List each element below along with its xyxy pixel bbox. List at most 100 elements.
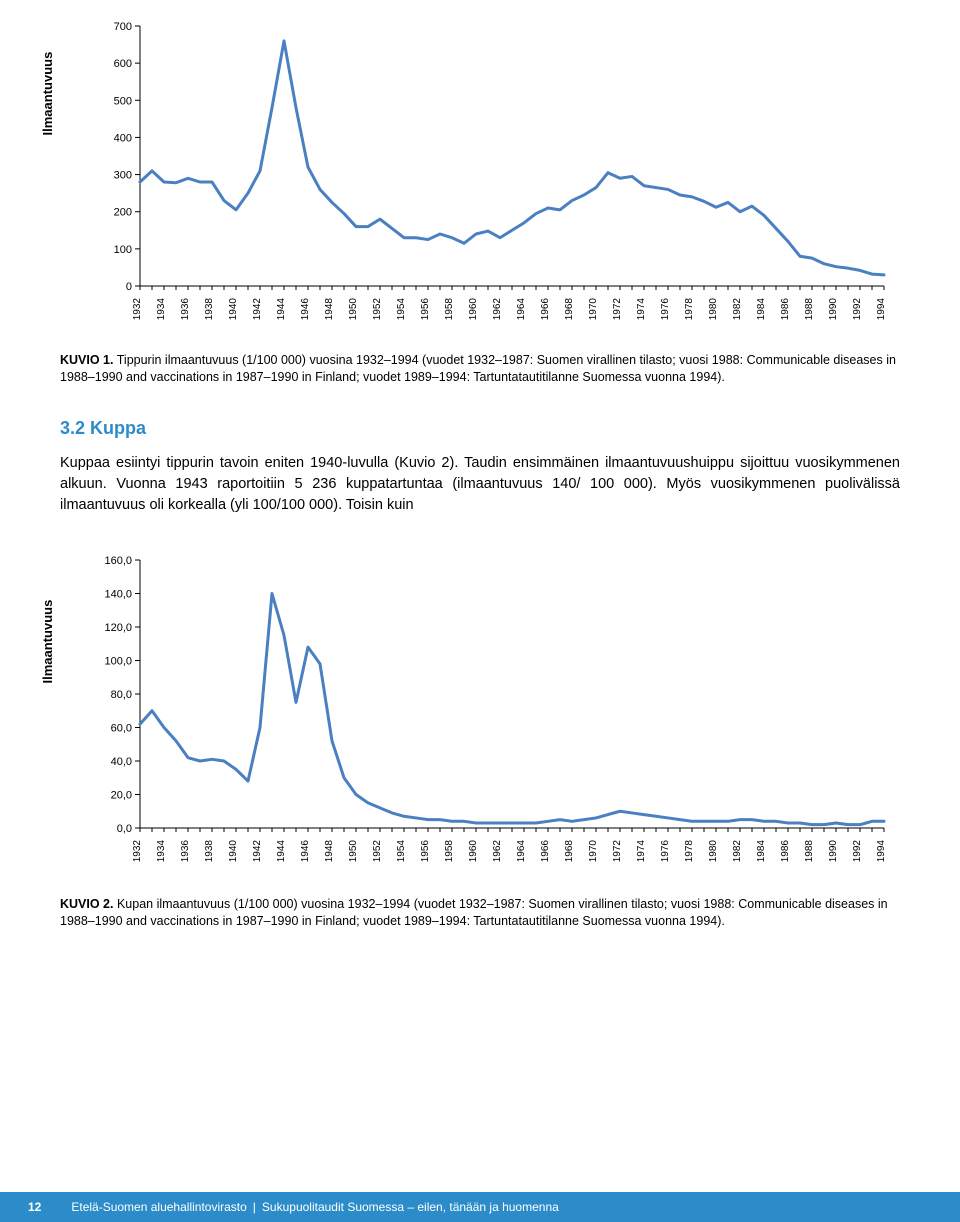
svg-text:400: 400 — [114, 132, 132, 144]
svg-text:1992: 1992 — [852, 298, 863, 321]
svg-text:1972: 1972 — [612, 298, 623, 321]
svg-text:1970: 1970 — [588, 298, 599, 321]
svg-text:1934: 1934 — [156, 839, 167, 862]
caption-2-lead: KUVIO 2. — [60, 897, 114, 911]
svg-text:80,0: 80,0 — [111, 689, 132, 701]
svg-text:1948: 1948 — [324, 839, 335, 862]
svg-text:1966: 1966 — [540, 298, 551, 321]
svg-text:1942: 1942 — [252, 839, 263, 862]
svg-text:1972: 1972 — [612, 839, 623, 862]
chart-2-svg: 0,0 20,0 40,0 60,0 80,0 100,0 120,0 140,0 160,0 1… — [96, 552, 896, 882]
svg-text:1932: 1932 — [132, 298, 143, 321]
svg-text:1976: 1976 — [660, 298, 671, 321]
chart-2-y-label: Ilmaantuvuus — [40, 599, 55, 683]
svg-text:1966: 1966 — [540, 839, 551, 862]
svg-text:1986: 1986 — [780, 298, 791, 321]
svg-text:1936: 1936 — [180, 298, 191, 321]
svg-text:0: 0 — [126, 281, 132, 293]
svg-text:1986: 1986 — [780, 839, 791, 862]
svg-text:1988: 1988 — [804, 839, 815, 862]
svg-text:1946: 1946 — [300, 839, 311, 862]
svg-text:1968: 1968 — [564, 298, 575, 321]
svg-text:1978: 1978 — [684, 839, 695, 862]
svg-text:1940: 1940 — [228, 839, 239, 862]
svg-text:1962: 1962 — [492, 298, 503, 321]
caption-1: KUVIO 1. Tippurin ilmaantuvuus (1/100 00… — [60, 352, 900, 386]
caption-2-text: Kupan ilmaantuvuus (1/100 000) vuosina 1… — [60, 897, 888, 928]
caption-2: KUVIO 2. Kupan ilmaantuvuus (1/100 000) … — [60, 896, 900, 930]
svg-text:1982: 1982 — [732, 298, 743, 321]
svg-text:1970: 1970 — [588, 839, 599, 862]
svg-text:1944: 1944 — [276, 839, 287, 862]
svg-text:600: 600 — [114, 58, 132, 70]
svg-text:40,0: 40,0 — [111, 756, 132, 768]
caption-1-text: Tippurin ilmaantuvuus (1/100 000) vuosin… — [60, 353, 896, 384]
svg-text:1990: 1990 — [828, 298, 839, 321]
chart-1-container: Ilmaantuvuus 010020030040050060070019321… — [96, 0, 900, 338]
svg-text:1990: 1990 — [828, 839, 839, 862]
svg-text:100: 100 — [114, 244, 132, 256]
svg-text:1960: 1960 — [468, 298, 479, 321]
svg-text:1944: 1944 — [276, 298, 287, 321]
footer-page: 12 — [28, 1200, 41, 1214]
svg-text:1974: 1974 — [636, 839, 647, 862]
svg-text:700: 700 — [114, 21, 132, 33]
svg-text:1938: 1938 — [204, 839, 215, 862]
svg-text:1952: 1952 — [372, 839, 383, 862]
svg-text:1976: 1976 — [660, 839, 671, 862]
svg-text:1958: 1958 — [444, 298, 455, 321]
caption-1-lead: KUVIO 1. — [60, 353, 114, 367]
page-footer: 12 Etelä-Suomen aluehallintovirasto | Su… — [0, 1192, 960, 1222]
svg-text:1988: 1988 — [804, 298, 815, 321]
svg-text:1940: 1940 — [228, 298, 239, 321]
section-heading-text: 3.2 Kuppa — [60, 418, 146, 438]
svg-text:1952: 1952 — [372, 298, 383, 321]
svg-text:1942: 1942 — [252, 298, 263, 321]
svg-text:100,0: 100,0 — [104, 655, 132, 667]
svg-text:120,0: 120,0 — [104, 622, 132, 634]
svg-text:1934: 1934 — [156, 298, 167, 321]
svg-text:1938: 1938 — [204, 298, 215, 321]
svg-text:1954: 1954 — [396, 839, 407, 862]
svg-text:0,0: 0,0 — [117, 823, 132, 835]
svg-text:20,0: 20,0 — [111, 789, 132, 801]
svg-text:500: 500 — [114, 95, 132, 107]
svg-text:1932: 1932 — [132, 839, 143, 862]
svg-text:300: 300 — [114, 170, 132, 182]
svg-text:1958: 1958 — [444, 839, 455, 862]
body-paragraph: Kuppaa esiintyi tippurin tavoin eniten 1… — [60, 453, 900, 516]
chart-2-container: Ilmaantuvuus 0,020,040,060,080,0100,0120… — [96, 552, 900, 882]
chart-1-y-label: Ilmaantuvuus — [40, 52, 55, 136]
svg-text:1950: 1950 — [348, 298, 359, 321]
svg-text:1964: 1964 — [516, 298, 527, 321]
svg-text:1984: 1984 — [756, 839, 767, 862]
svg-text:1974: 1974 — [636, 298, 647, 321]
svg-text:1962: 1962 — [492, 839, 503, 862]
svg-text:60,0: 60,0 — [111, 722, 132, 734]
svg-text:160,0: 160,0 — [104, 555, 132, 567]
svg-text:1982: 1982 — [732, 839, 743, 862]
svg-text:1994: 1994 — [876, 298, 887, 321]
svg-text:1960: 1960 — [468, 839, 479, 862]
svg-text:1956: 1956 — [420, 839, 431, 862]
svg-text:1968: 1968 — [564, 839, 575, 862]
svg-text:1956: 1956 — [420, 298, 431, 321]
svg-text:1980: 1980 — [708, 298, 719, 321]
chart-1-svg: 0 100 200 300 400 500 600 700 1932 1934 1936 1938 19… — [96, 18, 896, 338]
svg-text:1992: 1992 — [852, 839, 863, 862]
footer-sep: | — [253, 1200, 256, 1214]
svg-text:1964: 1964 — [516, 839, 527, 862]
svg-text:200: 200 — [114, 207, 132, 219]
svg-text:1948: 1948 — [324, 298, 335, 321]
footer-title: Sukupuolitaudit Suomessa – eilen, tänään… — [262, 1200, 559, 1214]
svg-text:1978: 1978 — [684, 298, 695, 321]
svg-text:1954: 1954 — [396, 298, 407, 321]
svg-text:140,0: 140,0 — [104, 588, 132, 600]
section-heading: 3.2 Kuppa — [60, 418, 900, 439]
svg-text:1994: 1994 — [876, 839, 887, 862]
svg-text:1950: 1950 — [348, 839, 359, 862]
svg-text:1984: 1984 — [756, 298, 767, 321]
svg-text:1936: 1936 — [180, 839, 191, 862]
svg-text:1946: 1946 — [300, 298, 311, 321]
footer-org: Etelä-Suomen aluehallintovirasto — [71, 1200, 246, 1214]
